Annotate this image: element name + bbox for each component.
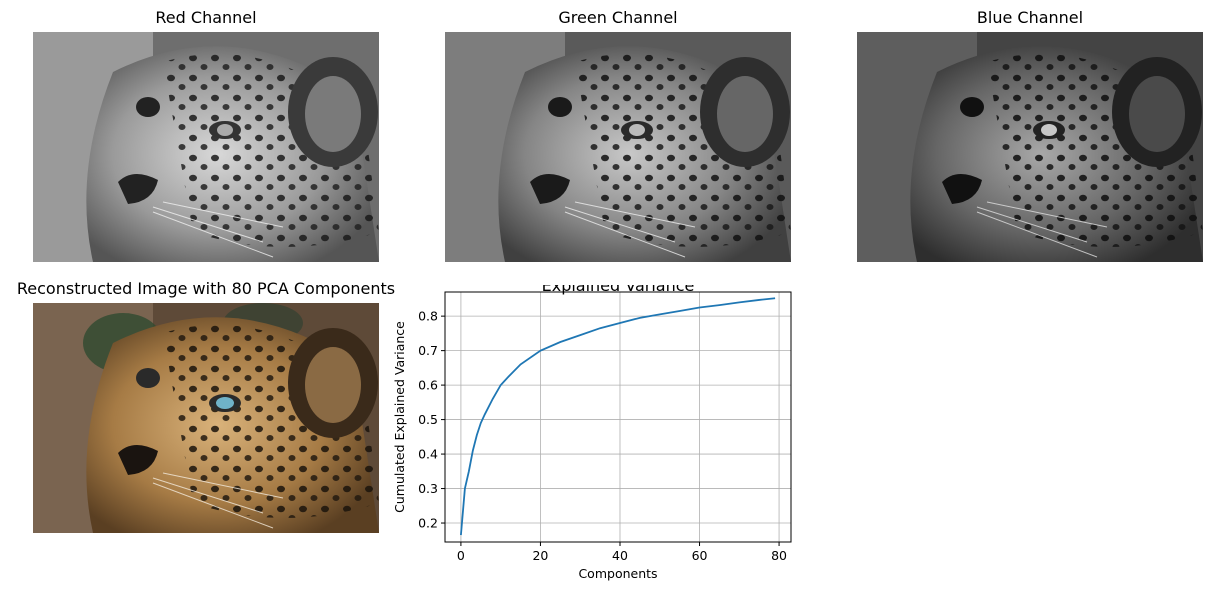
y-axis-label: Cumulated Explained Variance xyxy=(392,321,407,513)
y-tick-label: 0.8 xyxy=(418,309,438,324)
y-tick-label: 0.5 xyxy=(418,412,438,427)
x-tick-label: 20 xyxy=(532,548,548,563)
red-channel-title: Red Channel xyxy=(155,8,257,27)
explained-variance-line xyxy=(460,297,776,536)
y-tick-label: 0.6 xyxy=(418,378,438,393)
y-tick-label: 0.4 xyxy=(418,447,438,462)
x-tick-label: 60 xyxy=(692,548,708,563)
green-channel-image xyxy=(445,32,791,262)
x-tick-label: 40 xyxy=(612,548,628,563)
explained-variance-chart: 0 20 40 60 80 0.2 0.3 0.4 0.5 0.6 0.7 0.8 Explained… xyxy=(392,285,792,581)
y-tick-label: 0.7 xyxy=(418,343,438,358)
green-channel-title: Green Channel xyxy=(558,8,678,27)
reconstructed-image xyxy=(33,303,379,533)
blue-channel-title: Blue Channel xyxy=(976,8,1084,27)
x-tick-label: 0 xyxy=(457,548,465,563)
chart-grid xyxy=(445,292,791,542)
y-tick-label: 0.3 xyxy=(418,481,438,496)
blue-channel-image xyxy=(857,32,1203,262)
x-tick-label: 80 xyxy=(771,548,787,563)
chart-ticks: 0 20 40 60 80 0.2 0.3 0.4 0.5 0.6 0.7 0.8 xyxy=(418,309,787,563)
y-tick-label: 0.2 xyxy=(418,516,438,531)
chart-title: Explained Variance xyxy=(542,285,695,295)
x-axis-label: Components xyxy=(578,566,657,581)
reconstructed-image-title: Reconstructed Image with 80 PCA Componen… xyxy=(16,279,396,298)
plot-frame xyxy=(444,291,792,543)
red-channel-image xyxy=(33,32,379,262)
